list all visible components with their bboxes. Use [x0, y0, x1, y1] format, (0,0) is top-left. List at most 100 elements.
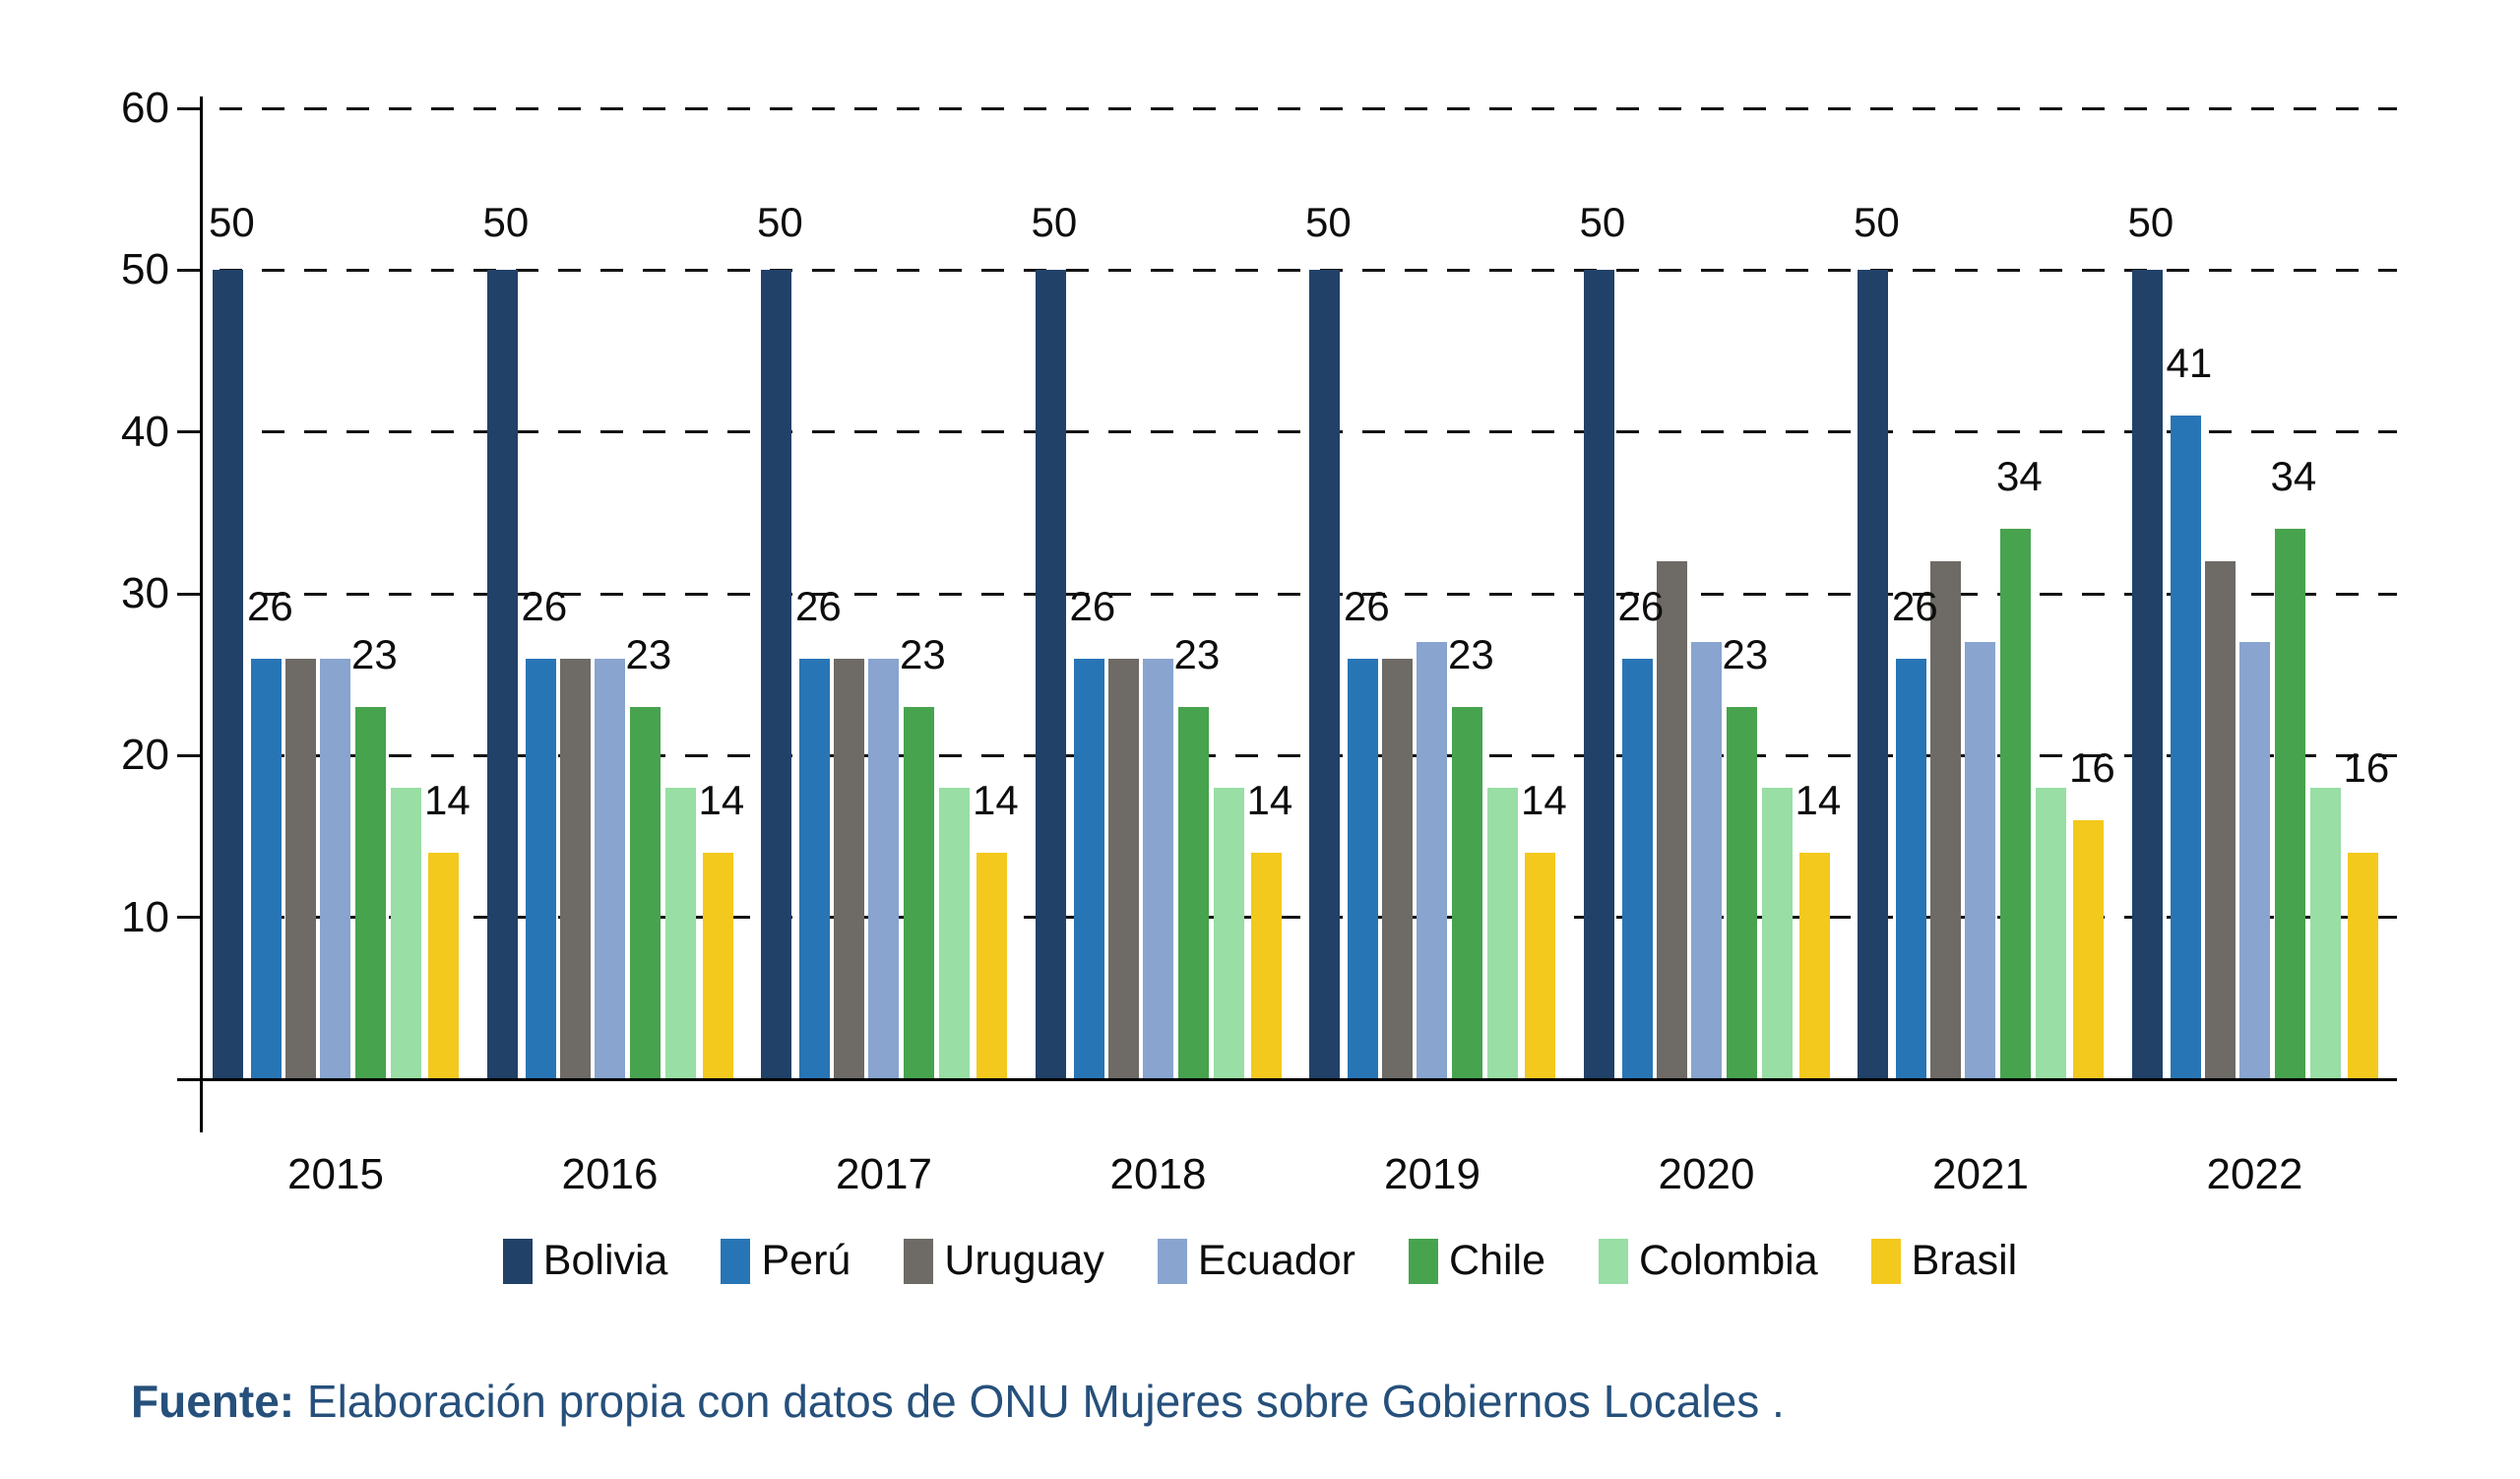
- gridline-60: [177, 106, 2397, 110]
- bar-chile-2017: [904, 707, 934, 1078]
- source-text: Elaboración propia con datos de ONU Muje…: [294, 1376, 1785, 1427]
- value-label-brasil-2022: 16: [2343, 744, 2390, 792]
- year-label-2020: 2020: [1658, 1150, 1755, 1198]
- bar-ecuador-2021: [1965, 642, 1995, 1078]
- legend: Bolivia Perú Uruguay Ecuador Chile Colombia Br…: [0, 1237, 2520, 1285]
- value-label-perú-2019: 26: [1344, 582, 1390, 629]
- value-label-brasil-2020: 14: [1795, 776, 1842, 823]
- legend-label-chile: Chile: [1449, 1237, 1546, 1284]
- legend-swatch-ecuador: [1157, 1238, 1187, 1284]
- legend-label-brasil: Brasil: [1911, 1237, 2018, 1284]
- value-label-chile-2019: 23: [1448, 631, 1494, 678]
- value-label-perú-2020: 26: [1617, 582, 1665, 629]
- year-label-2019: 2019: [1384, 1150, 1480, 1198]
- bar-brasil-2022: [2347, 852, 2378, 1078]
- year-label-2016: 2016: [561, 1150, 659, 1198]
- ytick-label-30: 30: [121, 569, 169, 617]
- bar-uruguay-2020: [1656, 561, 1687, 1078]
- bar-bolivia-2020: [1583, 270, 1614, 1078]
- ytick-label-50: 50: [121, 245, 169, 294]
- legend-label-ecuador: Ecuador: [1197, 1237, 1356, 1284]
- value-label-perú-2015: 26: [247, 582, 293, 629]
- bar-bolivia-2018: [1035, 270, 1066, 1078]
- bar-uruguay-2018: [1107, 658, 1139, 1078]
- value-label-chile-2018: 23: [1173, 631, 1221, 678]
- value-label-chile-2021: 34: [1996, 453, 2043, 500]
- legend-swatch-colombia: [1599, 1238, 1629, 1284]
- bar-perú-2015: [251, 658, 282, 1078]
- bar-bolivia-2022: [2131, 270, 2163, 1078]
- value-label-bolivia-2021: 50: [1854, 199, 1900, 246]
- value-label-brasil-2019: 14: [1521, 776, 1567, 823]
- bar-chile-2021: [2000, 529, 2031, 1078]
- value-label-chile-2017: 23: [900, 631, 946, 678]
- year-label-2022: 2022: [2206, 1150, 2303, 1198]
- bar-ecuador-2018: [1142, 658, 1173, 1078]
- source-prefix: Fuente:: [131, 1376, 295, 1427]
- legend-swatch-bolivia: [502, 1238, 533, 1284]
- gridline-40: [177, 430, 2397, 434]
- year-label-2017: 2017: [836, 1150, 932, 1198]
- value-label-perú-2016: 26: [521, 582, 568, 629]
- ytick-label-20: 20: [121, 731, 169, 780]
- bar-ecuador-2020: [1690, 642, 1722, 1078]
- value-label-chile-2020: 23: [1722, 631, 1769, 678]
- bar-chile-2022: [2274, 529, 2305, 1078]
- bar-ecuador-2015: [320, 658, 350, 1078]
- value-label-brasil-2015: 14: [424, 776, 471, 823]
- bar-perú-2020: [1621, 658, 1653, 1078]
- ytick-label-40: 40: [121, 407, 169, 456]
- value-label-bolivia-2019: 50: [1305, 199, 1352, 246]
- ytick-label-10: 10: [121, 892, 169, 941]
- legend-item-colombia: Colombia: [1599, 1237, 1818, 1285]
- source-note: Fuente: Elaboración propia con datos de …: [131, 1375, 1785, 1428]
- bar-uruguay-2016: [559, 658, 591, 1078]
- value-label-bolivia-2018: 50: [1031, 199, 1078, 246]
- value-label-brasil-2016: 14: [698, 776, 745, 823]
- bar-perú-2016: [525, 658, 556, 1078]
- bar-colombia-2016: [664, 788, 696, 1078]
- legend-swatch-uruguay: [904, 1238, 934, 1284]
- gridline-20: [177, 753, 2397, 757]
- legend-swatch-brasil: [1870, 1238, 1901, 1284]
- bar-colombia-2015: [391, 788, 421, 1078]
- y-axis-line: [200, 96, 203, 1132]
- legend-item-ecuador: Ecuador: [1157, 1237, 1356, 1285]
- value-label-bolivia-2015: 50: [209, 199, 255, 246]
- bar-perú-2018: [1073, 658, 1104, 1078]
- bar-chile-2019: [1452, 707, 1482, 1078]
- value-label-bolivia-2020: 50: [1579, 199, 1626, 246]
- bar-perú-2017: [799, 658, 830, 1078]
- value-label-perú-2021: 26: [1892, 582, 1938, 629]
- bar-colombia-2021: [2036, 788, 2066, 1078]
- bar-perú-2021: [1896, 658, 1926, 1078]
- bar-chile-2018: [1177, 707, 1209, 1078]
- gridline-50: [177, 268, 2397, 272]
- bar-colombia-2017: [939, 788, 970, 1078]
- value-label-bolivia-2017: 50: [757, 199, 803, 246]
- bar-colombia-2022: [2309, 788, 2341, 1078]
- bar-brasil-2016: [702, 852, 733, 1078]
- gridline-30: [177, 592, 2397, 596]
- bar-uruguay-2017: [834, 658, 864, 1078]
- bar-uruguay-2019: [1382, 658, 1413, 1078]
- bar-bolivia-2016: [486, 270, 518, 1078]
- value-label-chile-2015: 23: [351, 631, 398, 678]
- bar-uruguay-2022: [2204, 561, 2236, 1078]
- value-label-brasil-2017: 14: [973, 776, 1019, 823]
- legend-item-uruguay: Uruguay: [904, 1237, 1104, 1285]
- bar-bolivia-2021: [1858, 270, 1888, 1078]
- value-label-brasil-2021: 16: [2069, 744, 2115, 792]
- year-label-2018: 2018: [1109, 1150, 1207, 1198]
- bar-chile-2016: [629, 707, 661, 1078]
- bar-ecuador-2016: [594, 658, 625, 1078]
- bar-ecuador-2017: [868, 658, 899, 1078]
- legend-label-perú: Perú: [761, 1237, 851, 1284]
- value-label-chile-2022: 34: [2270, 453, 2317, 500]
- value-label-brasil-2018: 14: [1246, 776, 1293, 823]
- ytick-label-60: 60: [121, 84, 169, 132]
- legend-item-brasil: Brasil: [1870, 1237, 2018, 1285]
- bar-brasil-2020: [1798, 852, 1830, 1078]
- bar-brasil-2015: [428, 852, 459, 1078]
- legend-item-perú: Perú: [721, 1237, 850, 1285]
